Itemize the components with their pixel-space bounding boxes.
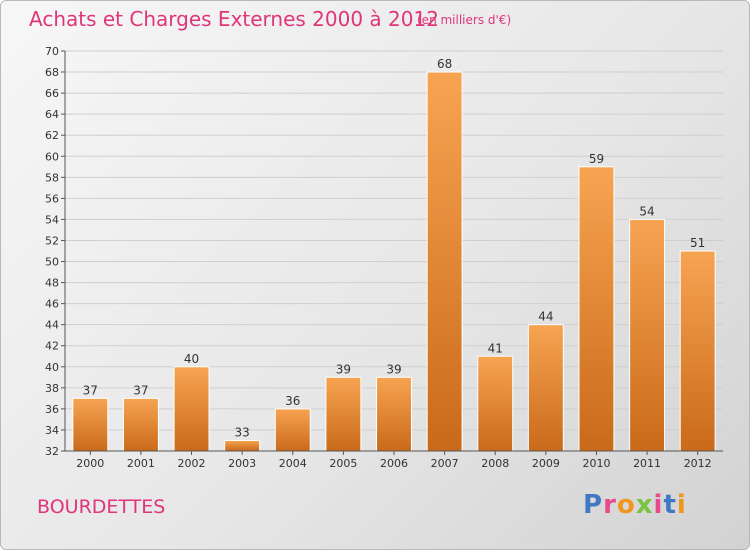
y-tick-label: 36 xyxy=(45,403,59,416)
bar xyxy=(72,397,109,452)
bar xyxy=(629,218,666,452)
y-tick-label: 64 xyxy=(45,108,59,121)
y-tick-label: 40 xyxy=(45,361,59,374)
y-tick-label: 70 xyxy=(45,45,59,58)
logo-letter: r xyxy=(603,490,617,520)
bar xyxy=(224,439,261,452)
data-label: 51 xyxy=(690,236,705,250)
x-tick-label: 2009 xyxy=(532,457,560,470)
y-tick-label: 54 xyxy=(45,213,59,226)
y-tick-label: 48 xyxy=(45,277,59,290)
y-tick-label: 42 xyxy=(45,340,59,353)
x-tick-label: 2006 xyxy=(380,457,408,470)
x-tick-label: 2000 xyxy=(76,457,104,470)
data-label: 54 xyxy=(639,204,654,218)
logo-letter: t xyxy=(663,490,677,520)
bar xyxy=(578,166,615,452)
x-tick-label: 2008 xyxy=(481,457,509,470)
x-tick-label: 2002 xyxy=(178,457,206,470)
y-tick-label: 44 xyxy=(45,319,59,332)
bars: 37 37 40 33 36 39 39 68 41 44 59 54 51 xyxy=(72,57,716,452)
chart-unit-note: (en milliers d'€) xyxy=(417,13,512,27)
y-tick-label: 66 xyxy=(45,87,59,100)
y-tick-label: 60 xyxy=(45,150,59,163)
bar xyxy=(376,376,412,452)
bar xyxy=(679,250,716,452)
data-label: 39 xyxy=(386,362,401,376)
y-tick-label: 46 xyxy=(45,298,59,311)
data-label: 37 xyxy=(133,383,148,397)
x-tick-label: 2001 xyxy=(127,457,155,470)
bar xyxy=(477,355,514,452)
y-tick-label: 34 xyxy=(45,424,59,437)
x-tick-label: 2004 xyxy=(279,457,307,470)
axes: 32 34 36 38 40 42 44 46 48 50 52 54 56 58 60 62 64 66 68 70… xyxy=(45,45,723,470)
x-tick-label: 2010 xyxy=(582,457,610,470)
x-tick-label: 2012 xyxy=(684,457,712,470)
data-label: 41 xyxy=(488,341,503,355)
y-tick-label: 56 xyxy=(45,192,59,205)
bar xyxy=(173,366,210,452)
proxiti-logo: Proxiti xyxy=(583,490,687,520)
x-tick-label: 2005 xyxy=(329,457,357,470)
data-label: 36 xyxy=(285,394,300,408)
y-tick-label: 38 xyxy=(45,382,59,395)
y-tick-label: 32 xyxy=(45,445,59,458)
y-tick-label: 52 xyxy=(45,234,59,247)
data-label: 37 xyxy=(83,383,98,397)
logo-letter: P xyxy=(583,490,604,520)
bar xyxy=(426,71,463,452)
bar xyxy=(527,324,564,452)
chart-title: Achats et Charges Externes 2000 à 2012 xyxy=(29,7,439,31)
bar xyxy=(325,376,362,452)
data-label: 33 xyxy=(235,425,250,439)
x-tick-label: 2003 xyxy=(228,457,256,470)
logo-letter: x xyxy=(635,490,654,520)
x-tick-label: 2007 xyxy=(431,457,459,470)
data-label: 68 xyxy=(437,57,452,71)
logo-letter: i xyxy=(653,490,664,520)
y-tick-label: 58 xyxy=(45,171,59,184)
data-label: 44 xyxy=(538,310,553,324)
logo-letter: o xyxy=(616,490,636,520)
y-tick-label: 62 xyxy=(45,129,59,142)
bar xyxy=(274,408,311,452)
y-tick-label: 68 xyxy=(45,66,59,79)
commune-name: BOURDETTES xyxy=(37,496,166,518)
logo-letter: i xyxy=(676,490,687,520)
data-label: 40 xyxy=(184,352,199,366)
bar xyxy=(122,397,159,452)
data-label: 39 xyxy=(336,362,351,376)
data-label: 59 xyxy=(589,152,604,166)
x-tick-label: 2011 xyxy=(633,457,661,470)
y-tick-label: 50 xyxy=(45,256,59,269)
